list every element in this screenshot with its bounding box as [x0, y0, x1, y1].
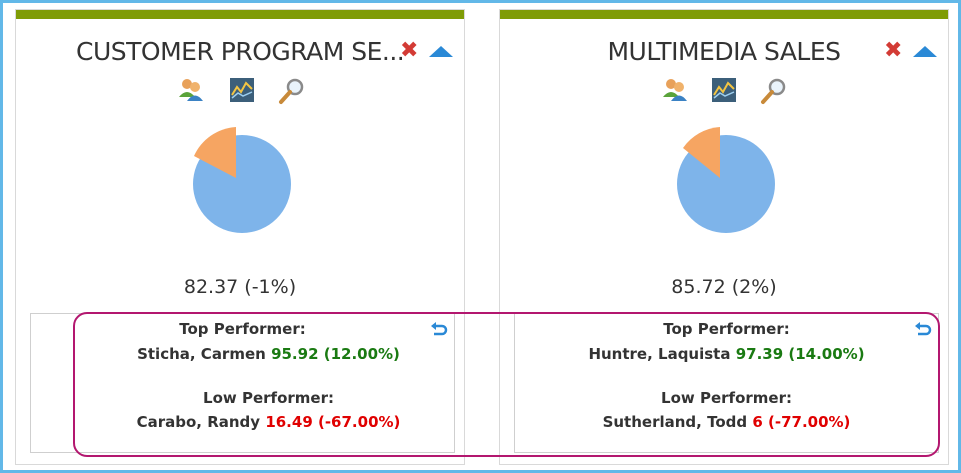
top-performer-row: Sticha, Carmen 95.92 (12.00%) — [83, 345, 454, 363]
score-value: 82.37 (-1%) — [183, 276, 297, 298]
top-performer-value: 97.39 (14.00%) — [735, 345, 865, 363]
score-value: 85.72 (2%) — [671, 276, 777, 298]
low-performer-value: 6 (-77.00%) — [752, 413, 851, 431]
top-performer-label: Top Performer: — [663, 320, 790, 338]
low-performer-value: 16.49 (-67.00%) — [265, 413, 401, 431]
low-performer-name: Sutherland, Todd — [602, 413, 748, 431]
collapse-icon[interactable] — [913, 46, 937, 57]
users-icon[interactable] — [661, 77, 689, 103]
pie-chart — [193, 127, 291, 233]
low-performer-row: Carabo, Randy 16.49 (-67.00%) — [83, 413, 454, 431]
low-performer-row: Sutherland, Todd 6 (-77.00%) — [515, 413, 938, 431]
widget-card-customer-program: CUSTOMER PROGRAM SE... ✖ 82.37 (-1%) Top… — [15, 9, 465, 465]
low-performer-label: Low Performer: — [661, 389, 792, 407]
users-icon[interactable] — [177, 77, 205, 103]
card-toolbar — [500, 77, 948, 107]
top-performer-label: Top Performer: — [179, 320, 306, 338]
card-title: CUSTOMER PROGRAM SE... — [76, 37, 405, 66]
undo-icon[interactable] — [914, 322, 932, 338]
top-performer-value: 95.92 (12.00%) — [271, 345, 400, 363]
magnifier-icon[interactable] — [760, 77, 788, 105]
card-header-bar — [16, 10, 464, 19]
chart-icon[interactable] — [711, 77, 737, 103]
top-performer-name: Huntre, Laquista — [588, 345, 731, 363]
pie-slice-small — [683, 127, 720, 178]
magnifier-icon[interactable] — [278, 77, 306, 105]
card-header-bar — [500, 10, 948, 19]
collapse-icon[interactable] — [429, 46, 453, 57]
card-toolbar — [16, 77, 464, 107]
close-icon[interactable]: ✖ — [400, 38, 419, 63]
low-performer-name: Carabo, Randy — [136, 413, 261, 431]
widget-card-multimedia-sales: MULTIMEDIA SALES ✖ 85.72 (2%) Top Perfor… — [499, 9, 949, 465]
pie-chart — [677, 127, 775, 233]
undo-icon[interactable] — [430, 322, 448, 338]
performer-panel: Top Performer: Sticha, Carmen 95.92 (12.… — [30, 313, 455, 453]
performer-panel: Top Performer: Huntre, Laquista 97.39 (1… — [514, 313, 939, 453]
card-title: MULTIMEDIA SALES — [607, 37, 841, 66]
chart-icon[interactable] — [229, 77, 255, 103]
pie-slice-small — [194, 127, 236, 178]
top-performer-name: Sticha, Carmen — [137, 345, 266, 363]
low-performer-label: Low Performer: — [203, 389, 334, 407]
close-icon[interactable]: ✖ — [884, 38, 903, 63]
top-performer-row: Huntre, Laquista 97.39 (14.00%) — [515, 345, 938, 363]
